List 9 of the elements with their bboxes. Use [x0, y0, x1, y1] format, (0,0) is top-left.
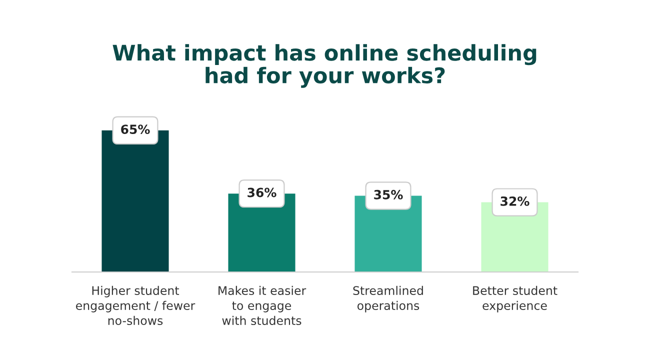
x-tick-label: Streamlined operations [353, 286, 423, 312]
x-tick-label: Makes it easier to engage with students [218, 286, 306, 326]
chart-title: What impact has online scheduling had for your works? [112, 44, 536, 88]
data-label: 32% [500, 196, 530, 206]
x-tick-label: Higher student engagement / fewer no-shows [76, 286, 196, 326]
data-label: 36% [248, 188, 276, 198]
data-label: 65% [121, 124, 150, 134]
x-tick-label: Better student experience [473, 286, 558, 312]
data-label: 35% [374, 190, 403, 200]
